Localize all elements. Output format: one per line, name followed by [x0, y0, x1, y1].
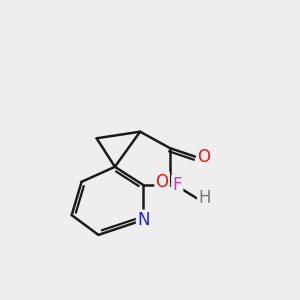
- Text: N: N: [137, 211, 150, 229]
- Text: H: H: [198, 189, 211, 207]
- Text: F: F: [172, 176, 182, 194]
- Text: O: O: [156, 173, 169, 191]
- Text: O: O: [197, 148, 210, 166]
